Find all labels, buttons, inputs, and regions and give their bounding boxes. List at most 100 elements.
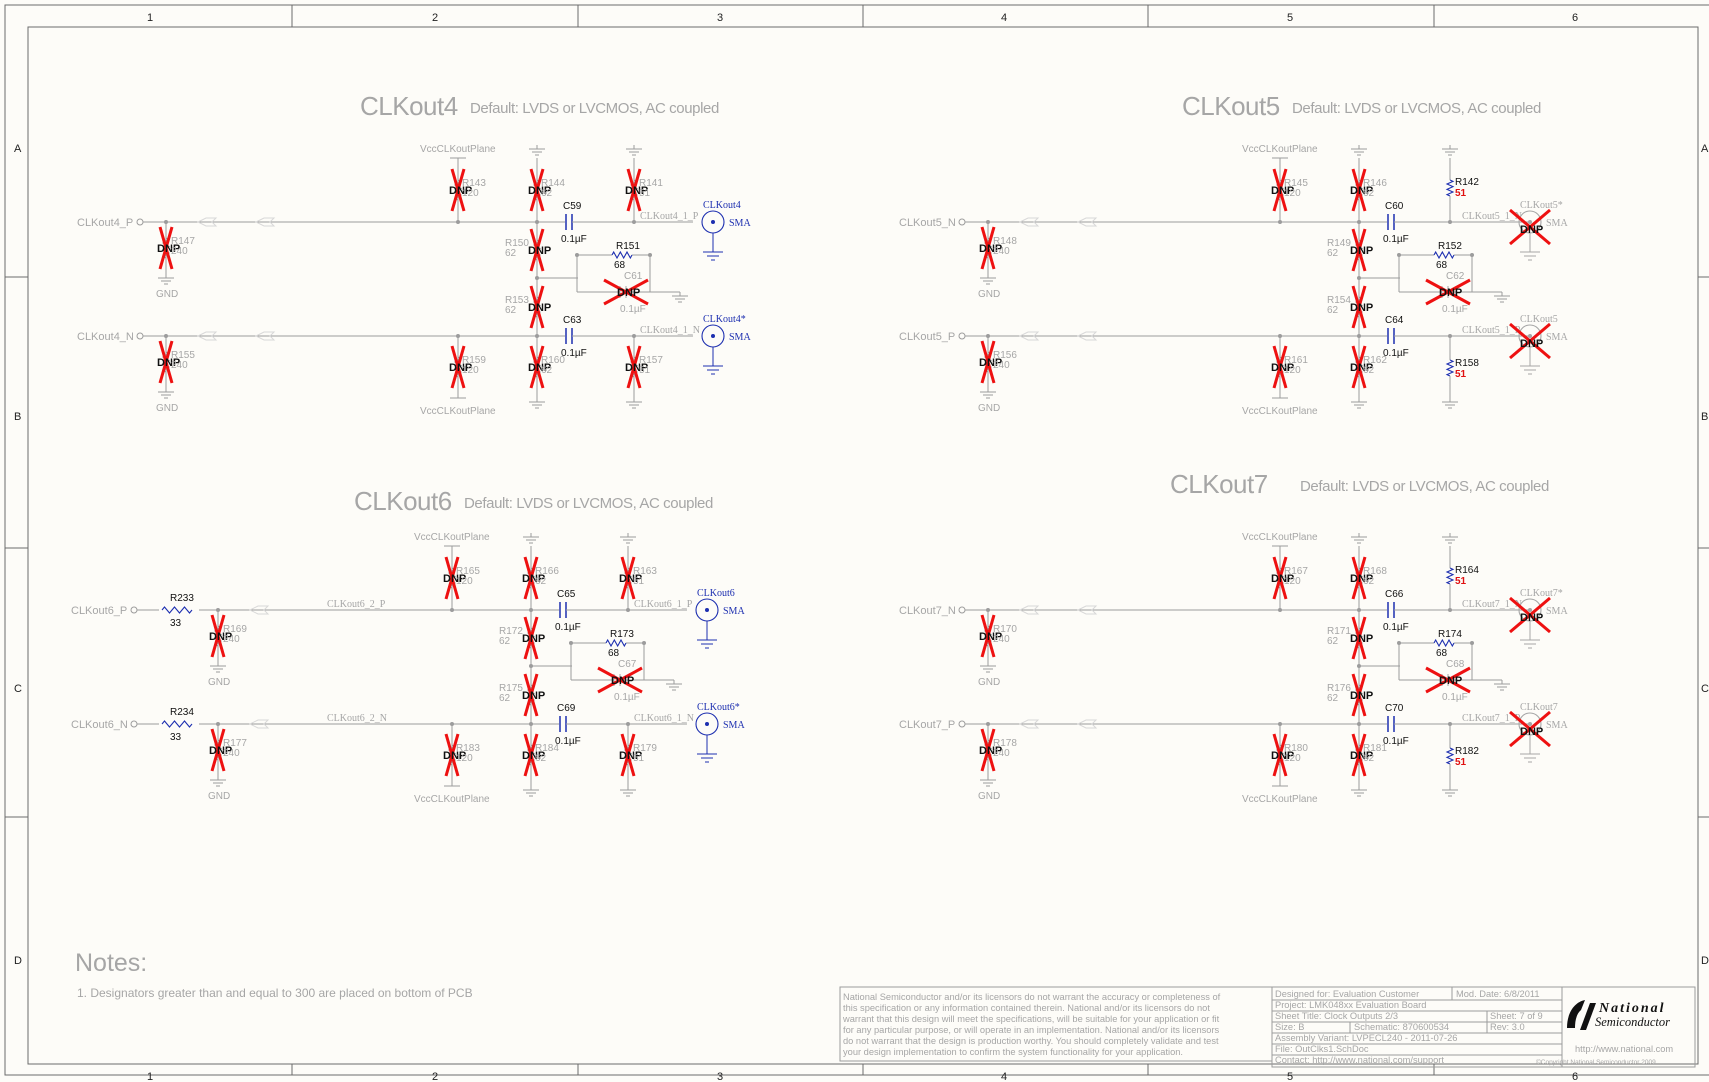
component-value: 0.1µF xyxy=(555,736,581,747)
dnp-label: DNP xyxy=(1350,185,1373,197)
component-ref: R234 xyxy=(170,707,194,718)
section-title: CLKout4 xyxy=(360,91,458,121)
dnp-label: DNP xyxy=(979,631,1002,643)
component-ref: C60 xyxy=(1385,201,1404,212)
ground-icon xyxy=(1494,292,1510,303)
component-ref: R179 xyxy=(633,743,657,754)
sma-pin-icon xyxy=(705,608,709,612)
wire-gap xyxy=(1387,721,1395,727)
dnp-cross-icon xyxy=(158,340,174,384)
dnp-label: DNP xyxy=(1350,750,1373,762)
row-label: C xyxy=(14,683,22,695)
component-value: 33 xyxy=(170,732,182,743)
wire-gap xyxy=(159,720,199,728)
dnp-label: DNP xyxy=(443,750,466,762)
diff-pair-flag-icon xyxy=(1076,331,1098,341)
tb-schematic: Schematic: 870600534 xyxy=(1354,1022,1449,1032)
net-label: CLKout6_P xyxy=(71,605,127,617)
tb-designed-for: Designed for: Evaluation Customer xyxy=(1275,989,1419,999)
title-block-frame xyxy=(1271,986,1696,1068)
outer-border xyxy=(4,4,1709,1076)
diff-pair-flag-icon xyxy=(254,331,276,341)
component-value: 0.1µF xyxy=(555,622,581,633)
component-value: 51 xyxy=(1455,576,1467,587)
component-value: 120 xyxy=(1284,365,1301,376)
clock-output-section: CLKout5 Default: LVDS or LVCMOS, AC coupl… xyxy=(899,91,1568,417)
component-value: 62 xyxy=(535,753,547,764)
component-ref: C59 xyxy=(563,201,582,212)
disclaimer-line: National Semiconductor and/or its licens… xyxy=(843,992,1221,1002)
component-ref: R164 xyxy=(1455,565,1479,576)
component-ref: R183 xyxy=(456,743,480,754)
section-subtitle: Default: LVDS or LVCMOS, AC coupled xyxy=(1292,100,1541,117)
component-ref: R157 xyxy=(639,355,663,366)
diff-pair-flag-icon xyxy=(1018,719,1040,729)
component-ref: R144 xyxy=(541,178,565,189)
dnp-cross-icon xyxy=(1509,710,1551,748)
component-value: 62 xyxy=(1363,188,1375,199)
connector-type: SMA xyxy=(1546,720,1568,731)
dnp-label: DNP xyxy=(449,362,472,374)
wire-gap xyxy=(1387,333,1395,339)
dnp-label: DNP xyxy=(522,633,545,645)
dnp-label: DNP xyxy=(1350,573,1373,585)
component-value: 62 xyxy=(541,365,553,376)
component-value: 62 xyxy=(505,248,517,259)
component-ref: R141 xyxy=(639,178,663,189)
component-value: 240 xyxy=(993,360,1010,371)
dnp-cross-icon xyxy=(1351,673,1367,717)
dnp-label: DNP xyxy=(1271,362,1294,374)
section-subtitle: Default: LVDS or LVCMOS, AC coupled xyxy=(464,495,713,512)
component-ref: R171 xyxy=(1327,626,1351,637)
component-value: 240 xyxy=(223,748,240,759)
component-value: 62 xyxy=(1327,636,1339,647)
component-ref: R154 xyxy=(1327,295,1351,306)
component-value: 240 xyxy=(171,360,188,371)
dnp-cross-icon xyxy=(626,168,642,212)
gnd-label: GND xyxy=(978,289,1000,300)
dnp-label: DNP xyxy=(522,690,545,702)
diff-pair-flag-icon xyxy=(254,217,276,227)
net-label: CLKout7_1_P xyxy=(1462,713,1521,724)
dnp-label: DNP xyxy=(1350,690,1373,702)
row-label: B xyxy=(1701,411,1708,423)
tb-mod-date: Mod. Date: 6/8/2011 xyxy=(1456,989,1540,999)
component-value: 120 xyxy=(462,365,479,376)
dnp-cross-icon xyxy=(620,733,636,777)
column-label: 6 xyxy=(1572,1071,1578,1082)
component-ref: R152 xyxy=(1438,241,1462,252)
dnp-label: DNP xyxy=(209,631,232,643)
dnp-label: DNP xyxy=(617,287,640,299)
dnp-label: DNP xyxy=(1439,675,1462,687)
component-ref: R174 xyxy=(1438,629,1462,640)
dnp-cross-icon xyxy=(529,345,545,389)
row-label: A xyxy=(14,143,22,155)
resistor-icon xyxy=(161,606,193,614)
row-label: D xyxy=(14,955,22,967)
component-ref: C67 xyxy=(618,659,637,670)
clock-output-section: CLKout4 Default: LVDS or LVCMOS, AC coupl… xyxy=(77,91,751,417)
component-ref: R155 xyxy=(171,350,195,361)
component-value: 120 xyxy=(456,576,473,587)
notes-title: Notes: xyxy=(75,949,147,977)
wire-gap xyxy=(559,721,567,727)
column-label: 2 xyxy=(432,12,438,24)
connector-type: SMA xyxy=(729,332,751,343)
dnp-cross-icon xyxy=(603,278,649,306)
resistor-icon xyxy=(1445,747,1455,765)
dnp-cross-icon xyxy=(1351,345,1367,389)
component-ref: R153 xyxy=(505,295,529,306)
wire-gap xyxy=(565,333,573,339)
resistor-icon xyxy=(1433,250,1455,260)
tb-file: File: OutClks1.SchDoc xyxy=(1275,1044,1369,1054)
connector-ref: CLKout7* xyxy=(1520,588,1563,599)
component-ref: R151 xyxy=(616,241,640,252)
dnp-cross-icon xyxy=(1425,278,1471,306)
component-ref: R184 xyxy=(535,743,559,754)
component-ref: C69 xyxy=(557,703,576,714)
ground-icon xyxy=(1494,680,1510,691)
dnp-cross-icon xyxy=(450,168,466,212)
diff-pair-flag-icon xyxy=(1018,605,1040,615)
dnp-cross-icon xyxy=(1272,345,1288,389)
dnp-label: DNP xyxy=(1271,750,1294,762)
